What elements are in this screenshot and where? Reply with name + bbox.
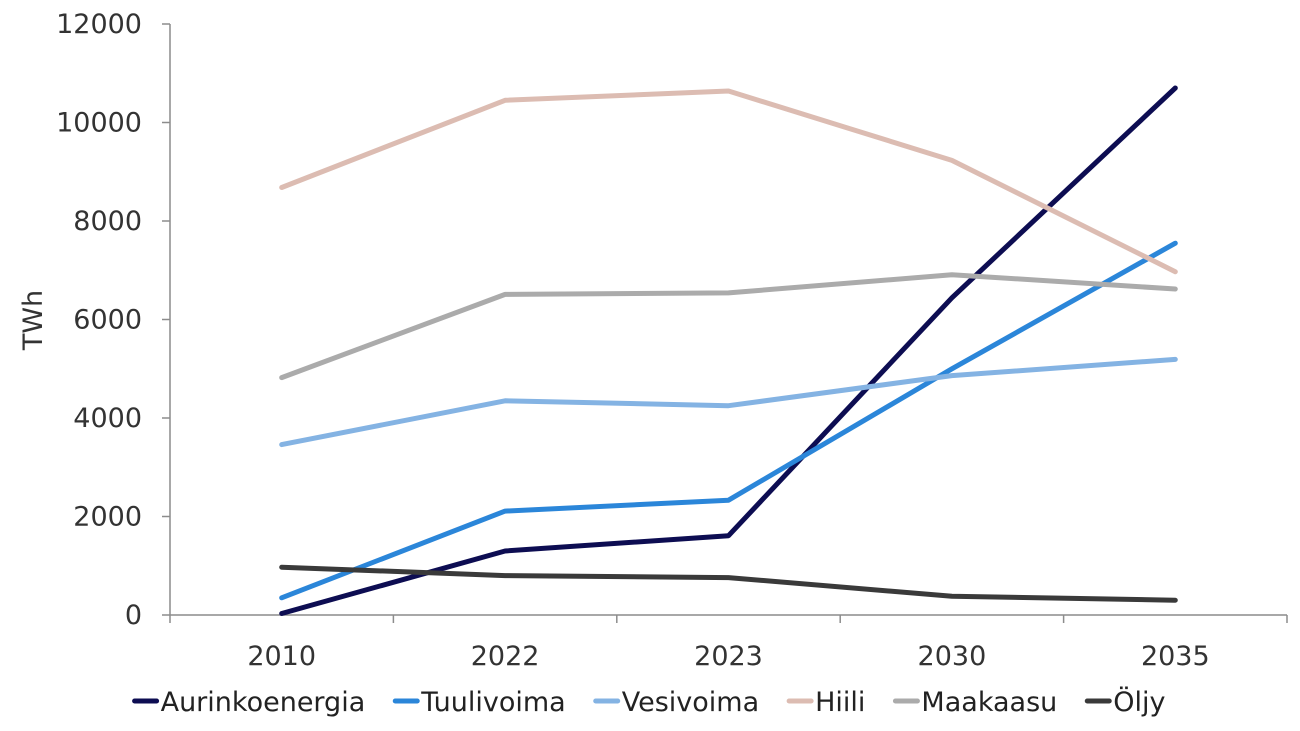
series-line-öljy <box>279 564 1178 603</box>
y-tick-label: 0 <box>125 600 142 631</box>
legend-item: Maakaasu <box>892 687 1057 718</box>
legend-label: Tuulivoima <box>420 687 565 718</box>
legend-item: Tuulivoima <box>392 687 566 718</box>
legend-item: Öljy <box>1084 686 1166 718</box>
legend-label: Aurinkoenergia <box>161 687 366 718</box>
legend-item: Aurinkoenergia <box>132 687 366 718</box>
x-tick-label: 2022 <box>471 641 540 672</box>
series-line-vesivoima <box>279 356 1178 448</box>
legend: Aurinkoenergia Tuulivoima Vesivoima Hiili Ma… <box>132 686 1166 718</box>
y-tick-label: 4000 <box>73 403 142 434</box>
x-tick-label: 2035 <box>1141 641 1210 672</box>
series-line-aurinkoenergia <box>279 85 1178 616</box>
axes <box>162 23 1288 623</box>
x-tick-label: 2023 <box>694 641 763 672</box>
y-tick-label: 8000 <box>73 206 142 237</box>
y-tick-label: 12000 <box>56 9 142 40</box>
y-tick-label: 2000 <box>73 502 142 533</box>
legend-item: Vesivoima <box>593 687 759 718</box>
legend-label: Vesivoima <box>622 687 759 718</box>
y-tick-labels: 0 2000 4000 6000 8000 10000 12000 <box>56 9 142 631</box>
x-tick-label: 2030 <box>918 641 987 672</box>
series-line-hiili <box>279 88 1178 275</box>
y-tick-label: 10000 <box>56 108 142 139</box>
x-tick-label: 2010 <box>247 641 316 672</box>
y-tick-label: 6000 <box>73 305 142 336</box>
series-lines <box>279 85 1178 616</box>
series-line-maakaasu <box>279 272 1178 381</box>
legend-label: Maakaasu <box>921 687 1057 718</box>
legend-label: Öljy <box>1113 686 1165 718</box>
legend-label: Hiili <box>815 687 865 718</box>
legend-item: Hiili <box>786 687 865 718</box>
x-tick-labels: 2010 2022 2023 2030 2035 <box>247 641 1209 672</box>
series-line-tuulivoima <box>279 240 1178 601</box>
y-axis-label: TWh <box>18 290 49 351</box>
